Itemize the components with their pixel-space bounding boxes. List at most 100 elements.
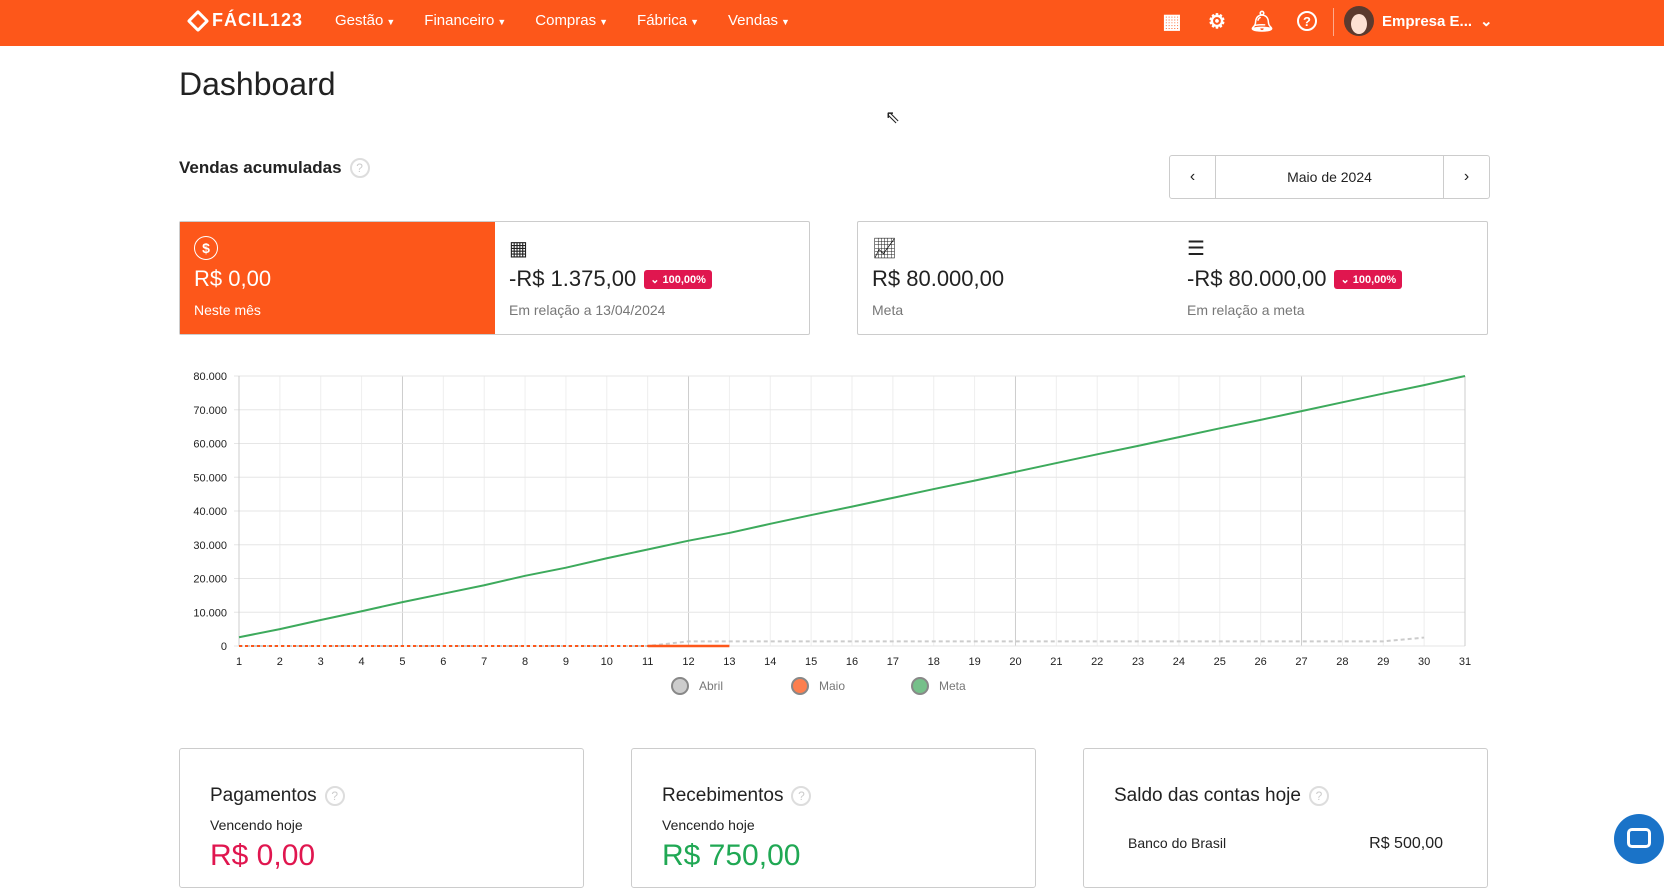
x-tick-label: 13 [723,656,735,668]
x-tick-label: 6 [440,656,446,668]
user-name: Empresa E... [1382,12,1473,30]
menu-compras[interactable]: Compras ▼ [535,12,609,29]
decrease-badge: ⌄ 100,00% [644,269,712,289]
line-chart-icon: 📈︎ [872,238,898,260]
kpi-card-goal: 📈︎ R$ 80.000,00 Meta ☰ -R$ 80.000,00 ⌄ 10… [857,221,1488,335]
x-tick-label: 14 [764,656,776,668]
x-tick-label: 1 [236,656,242,668]
menu-gestao[interactable]: Gestão ▼ [335,12,396,29]
payments-card: Pagamentos? Vencendo hoje R$ 0,00 [179,748,584,888]
x-tick-label: 28 [1336,656,1348,668]
help-icon[interactable]: ? [791,786,812,806]
x-tick-label: 5 [399,656,405,668]
kpi-label: Em relação a meta [1187,302,1305,318]
x-tick-label: 4 [359,656,365,668]
y-tick-label: 40.000 [193,506,227,518]
x-tick-label: 7 [481,656,487,668]
y-tick-label: 30.000 [193,540,227,552]
x-tick-label: 25 [1214,656,1226,668]
bar-chart-icon: ☰ [1187,238,1205,260]
menu-fabrica[interactable]: Fábrica ▼ [637,12,699,29]
chat-button[interactable] [1614,814,1664,864]
bank-balance: R$ 500,00 [1369,835,1443,852]
x-tick-label: 27 [1295,656,1307,668]
kpi-label: Neste mês [194,302,261,318]
balance-card: Saldo das contas hoje? Banco do Brasil R$… [1083,748,1488,888]
x-tick-label: 26 [1255,656,1267,668]
kpi-this-month: $ R$ 0,00 Neste mês [180,222,495,334]
logo[interactable]: FÁCIL123 [186,9,304,32]
kpi-value: -R$ 80.000,00 [1187,266,1327,291]
series-meta-line [238,375,1466,639]
month-picker: ‹ Maio de 2024 › [1169,155,1490,199]
help-icon[interactable]: ? [324,786,345,806]
x-tick-label: 24 [1173,656,1185,668]
logo-text: FÁCIL123 [212,10,304,30]
x-tick-label: 30 [1418,656,1430,668]
help-icon[interactable]: ? [1308,786,1329,806]
x-tick-label: 18 [928,656,940,668]
help-icon[interactable]: ? [1295,9,1319,33]
help-icon[interactable]: ? [349,158,370,178]
x-tick-label: 9 [563,656,569,668]
card-subtitle: Vencendo hoje [210,817,303,833]
series-abril-line [239,636,1425,647]
x-tick-label: 23 [1132,656,1144,668]
x-tick-label: 17 [887,656,899,668]
x-tick-label: 19 [968,656,980,668]
menu-financeiro[interactable]: Financeiro ▼ [424,12,507,29]
month-label: Maio de 2024 [1215,156,1444,198]
card-subtitle: Vencendo hoje [662,817,755,833]
kpi-label: Meta [872,302,904,318]
x-tick-label: 10 [601,656,613,668]
page-title: Dashboard [179,66,336,102]
legend-abril[interactable]: Abril [671,677,723,695]
gear-icon[interactable]: ⚙ [1208,10,1226,33]
calendar-icon: ▦ [509,238,528,260]
dollar-icon: $ [194,236,481,260]
x-tick-label: 15 [805,656,817,668]
kpi-value: R$ 80.000,00 [872,266,1005,291]
legend-meta[interactable]: Meta [911,677,966,695]
y-tick-label: 0 [221,641,227,653]
grid-icon[interactable]: ▦ [1162,10,1182,33]
prev-month-button[interactable]: ‹ [1189,168,1196,185]
x-tick-label: 31 [1459,656,1471,668]
menu-vendas[interactable]: Vendas ▼ [728,12,790,29]
chat-icon [1627,828,1651,848]
payments-value: R$ 0,00 [210,839,316,872]
section-title: Vendas acumuladas? [179,158,370,178]
y-tick-label: 60.000 [193,439,227,451]
bell-icon[interactable]: 🔔︎ [1249,10,1275,33]
user-menu[interactable]: Empresa E... ⌄ [1344,6,1493,36]
top-navbar: FÁCIL123 Gestão ▼ Financeiro ▼ Compras ▼ Fá… [0,0,1664,46]
kpi-goal: 📈︎ R$ 80.000,00 Meta [858,222,1173,334]
chevron-down-icon: ⌄ [1480,13,1493,30]
receipts-value: R$ 750,00 [662,839,801,872]
y-tick-label: 50.000 [193,472,227,484]
kpi-value: R$ 0,00 [194,266,272,291]
bank-name: Banco do Brasil [1128,835,1227,851]
y-tick-label: 80.000 [193,371,227,383]
divider [1333,8,1334,36]
avatar [1344,6,1374,36]
kpi-label: Em relação a 13/04/2024 [509,302,666,318]
sales-chart: 1 2 3 4 5 6 7 8 9 10 11 12 13 14 15 16 17 18 19 20 21 22 23 24 2… [193,371,1471,668]
card-title: Pagamentos [210,785,317,806]
x-tick-label: 2 [277,656,283,668]
logo-diamond-icon [186,9,210,32]
card-title: Saldo das contas hoje [1114,785,1301,806]
x-tick-label: 3 [318,656,324,668]
card-title: Recebimentos [662,785,784,806]
y-tick-label: 20.000 [193,574,227,586]
x-tick-label: 22 [1091,656,1103,668]
kpi-card-sales: $ R$ 0,00 Neste mês ▦ -R$ 1.375,00 ⌄ 100,… [179,221,810,335]
x-tick-label: 21 [1050,656,1062,668]
legend-maio[interactable]: Maio [791,677,845,695]
mouse-cursor-icon: ⇖ [885,107,901,127]
next-month-button[interactable]: › [1463,168,1470,185]
bank-row: Banco do Brasil R$ 500,00 [1128,835,1443,853]
kpi-vs-goal: ☰ -R$ 80.000,00 ⌄ 100,00% Em relação a me… [1173,222,1487,334]
x-tick-label: 20 [1009,656,1021,668]
x-tick-label: 29 [1377,656,1389,668]
